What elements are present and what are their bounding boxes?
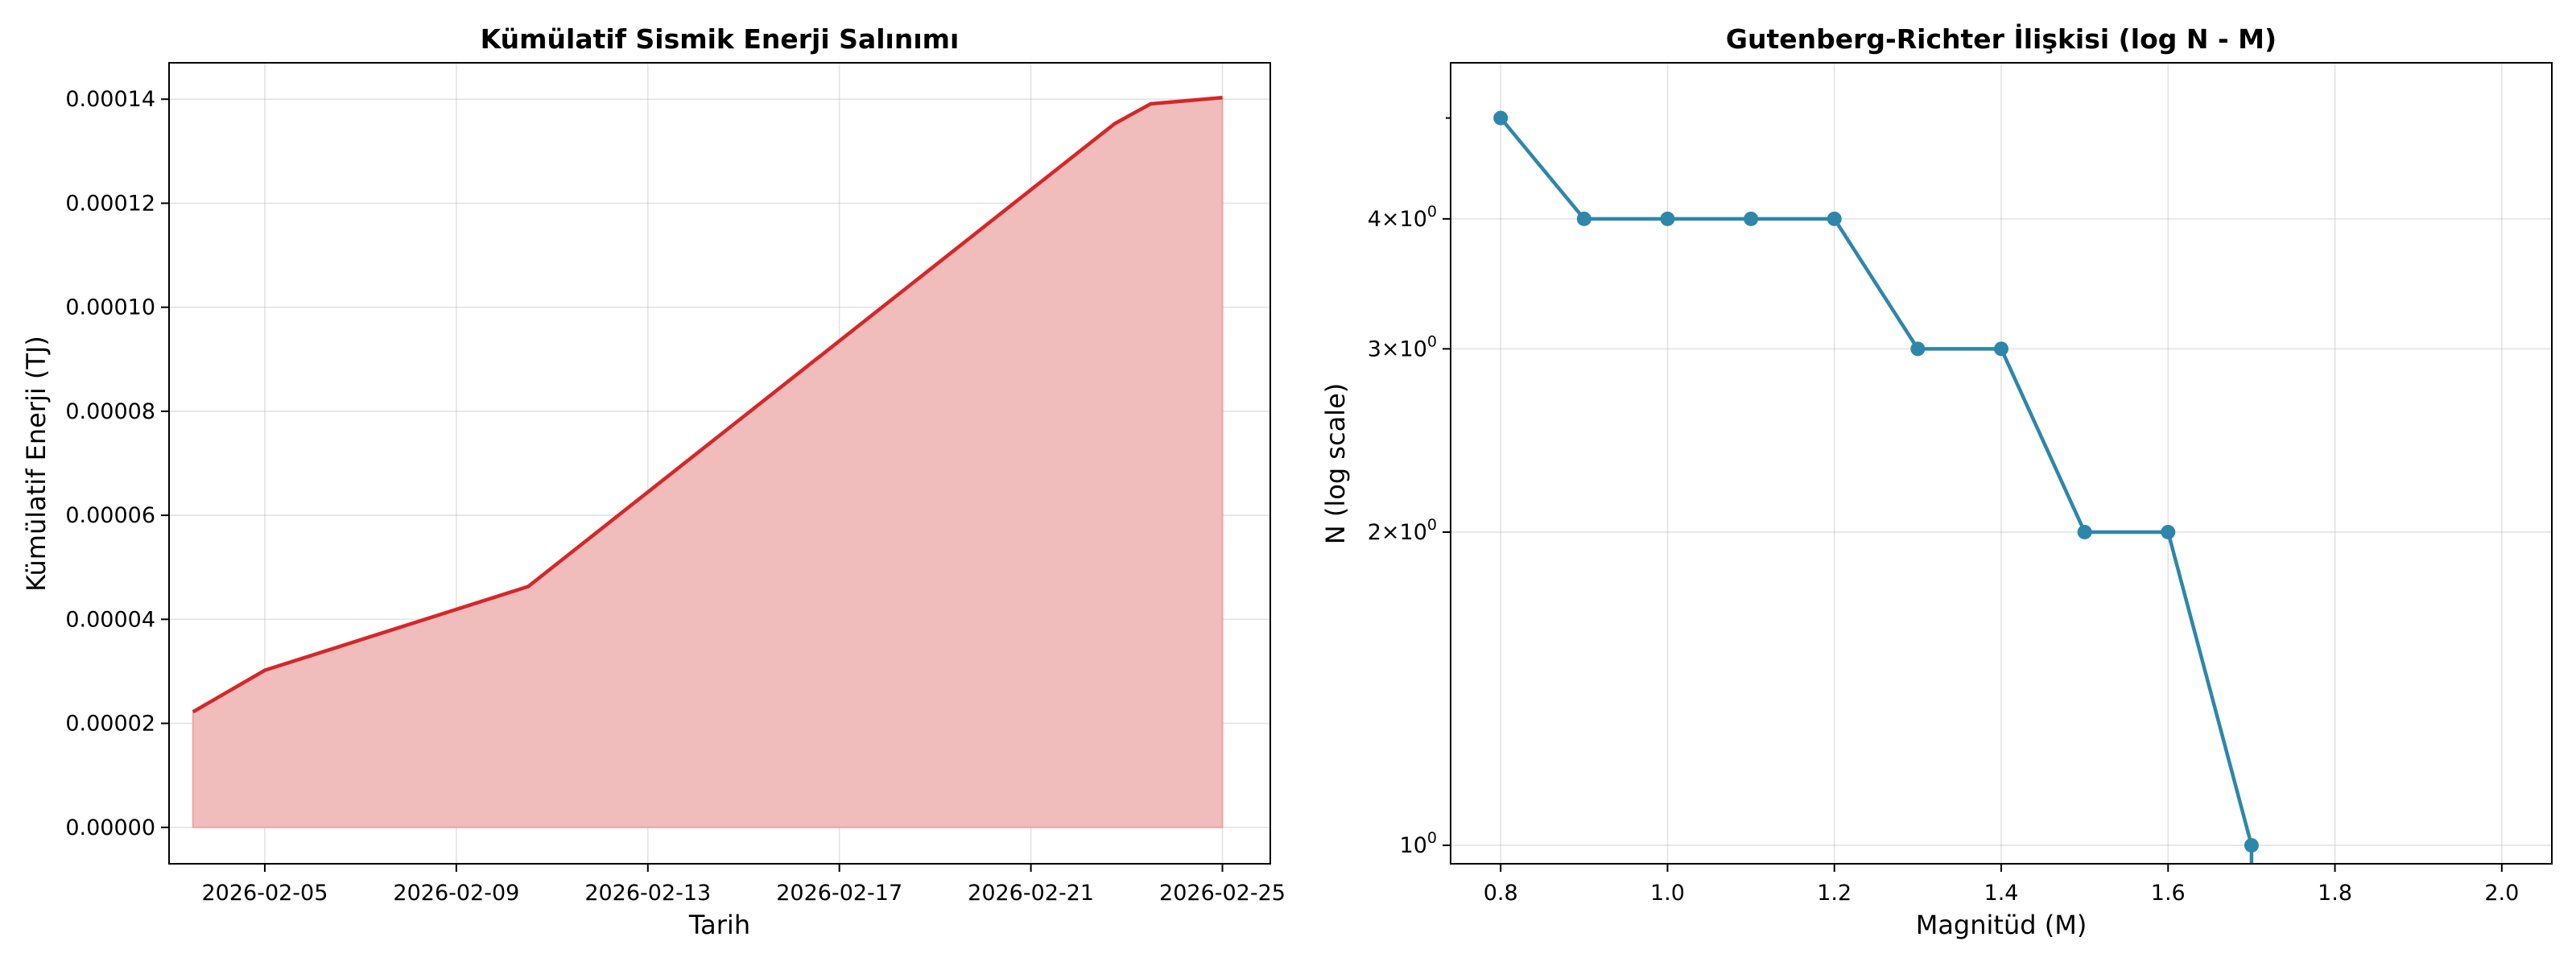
gr-y-axis-label: N (log scale) [1320, 383, 1351, 544]
energy-marks [192, 96, 1224, 828]
gr-y-tick-base: 2×10 [1368, 520, 1427, 545]
gr-x-tick-label: 1.8 [2318, 881, 2352, 906]
energy-y-tick-label: 0.00006 [65, 503, 155, 528]
energy-x-tick-label: 2026-02-25 [1159, 881, 1286, 906]
energy-y-tick-label: 0.00010 [65, 295, 155, 320]
energy-y-tick-label: 0.00000 [65, 815, 155, 840]
gr-data-point [1827, 211, 1842, 226]
gutenberg-richter-chart: Gutenberg-Richter İlişkisi (log N - M) 0… [1320, 23, 2553, 940]
gr-x-tick-label: 1.0 [1650, 881, 1685, 906]
gr-y-tick-exponent: 0 [1427, 829, 1437, 847]
gr-x-tick-label: 2.0 [2484, 881, 2519, 906]
energy-x-tick-label: 2026-02-05 [201, 881, 328, 906]
gr-data-point [1994, 341, 2008, 357]
energy-y-tick-label: 0.00004 [65, 607, 155, 632]
gr-data-point [2077, 524, 2092, 539]
energy-y-tick-label: 0.00008 [65, 399, 155, 424]
energy-y-tick-label: 0.00012 [65, 191, 155, 216]
gr-chart-title: Gutenberg-Richter İlişkisi (log N - M) [1726, 23, 2277, 55]
energy-y-tick-label: 0.00002 [65, 712, 155, 737]
energy-y-axis-label: Kümülatif Enerji (TJ) [21, 336, 52, 592]
gr-data-point [1660, 211, 1675, 226]
gr-x-tick-label: 1.2 [1817, 881, 1852, 906]
energy-x-tick-label: 2026-02-17 [776, 881, 902, 906]
gr-data-point [1493, 110, 1509, 126]
gr-y-tick-base: 3×10 [1368, 336, 1427, 361]
energy-chart-title: Kümülatif Sismik Enerji Salınımı [481, 23, 960, 55]
gr-x-tick-label: 0.8 [1484, 881, 1518, 906]
gr-y-tick-base: 10 [1400, 833, 1427, 858]
energy-y-tick-label: 0.00014 [65, 87, 155, 112]
energy-x-axis-label: Tarih [688, 910, 750, 940]
gr-x-axis-label: Magnitüd (M) [1916, 910, 2087, 940]
gr-y-tick-label: 2×100 [1368, 516, 1437, 545]
gr-marks [1493, 110, 2259, 864]
gr-data-point [2161, 524, 2176, 539]
gr-y-tick-exponent: 0 [1427, 203, 1437, 221]
gr-y-tick-label: 3×100 [1368, 332, 1437, 361]
gr-y-tick-exponent: 0 [1427, 516, 1437, 534]
energy-axes-frame [168, 62, 1271, 865]
gr-y-tick-base: 4×10 [1368, 207, 1427, 232]
energy-ticks: 2026-02-05 2026-02-09 2026-02-13 2026-02-17… [65, 87, 1286, 906]
energy-x-tick-label: 2026-02-09 [393, 881, 519, 906]
energy-line [192, 96, 1223, 714]
gr-x-tick-label: 1.6 [2151, 881, 2186, 906]
gr-data-point [1744, 211, 1759, 226]
gr-grid [1451, 63, 2552, 864]
gr-y-tick-label: 100 [1400, 829, 1437, 858]
gr-data-point [2244, 838, 2259, 853]
gr-y-tick-label: 4×100 [1368, 203, 1437, 232]
energy-x-tick-label: 2026-02-21 [968, 881, 1094, 906]
gr-x-tick-label: 1.4 [1984, 881, 2019, 906]
gr-data-point [1910, 341, 1926, 357]
gr-data-point [1576, 211, 1591, 226]
energy-x-tick-label: 2026-02-13 [584, 881, 711, 906]
energy-chart: Kümülatif Sismik Enerji Salınımı 2026-02… [21, 23, 1286, 940]
gr-y-tick-exponent: 0 [1427, 332, 1437, 350]
